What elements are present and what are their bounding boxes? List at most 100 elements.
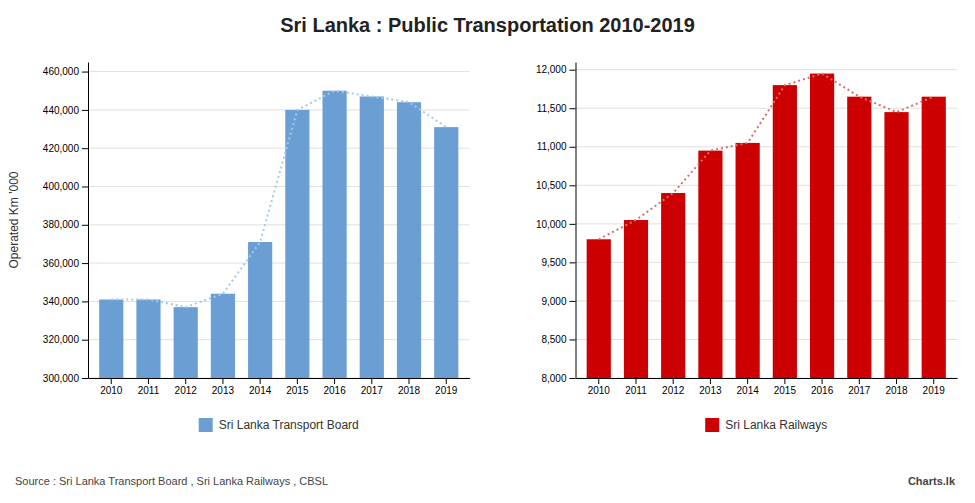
x-axis: 2010201120122013201420152016201720182019 bbox=[89, 378, 471, 396]
y-tick: 380,000 bbox=[43, 219, 88, 230]
tick-label: 11,000 bbox=[537, 141, 567, 152]
tick-mark bbox=[673, 378, 674, 384]
tick-mark bbox=[82, 225, 88, 226]
bar bbox=[624, 220, 648, 378]
legend-item: Sri Lanka Railways bbox=[705, 418, 827, 432]
tick-mark bbox=[570, 378, 576, 379]
tick-mark bbox=[570, 262, 576, 263]
legend-swatch bbox=[199, 418, 213, 432]
y-axis: 8,0008,5009,0009,50010,00010,50011,00011… bbox=[536, 63, 576, 384]
tick-mark bbox=[570, 339, 576, 340]
bar bbox=[736, 143, 760, 378]
legend-label: Sri Lanka Railways bbox=[725, 418, 827, 432]
tick-mark bbox=[297, 378, 298, 384]
tick-mark bbox=[570, 70, 576, 71]
tick-mark bbox=[747, 378, 748, 384]
tick-label: 2015 bbox=[286, 385, 309, 396]
tick-mark bbox=[82, 186, 88, 187]
tick-label: 2016 bbox=[323, 385, 346, 396]
tick-label: 320,000 bbox=[43, 334, 80, 345]
branding: Charts.lk bbox=[908, 475, 956, 487]
bar bbox=[773, 85, 797, 378]
tick-label: 2019 bbox=[435, 385, 458, 396]
x-tick: 2014 bbox=[249, 378, 272, 396]
x-tick: 2014 bbox=[737, 378, 760, 396]
tick-mark bbox=[334, 378, 335, 384]
tick-mark bbox=[710, 378, 711, 384]
tick-label: 2012 bbox=[175, 385, 198, 396]
tick-mark bbox=[446, 378, 447, 384]
line bbox=[111, 91, 446, 307]
title: Sri Lanka : Public Transportation 2010-2… bbox=[280, 14, 695, 36]
tick-label: 2010 bbox=[100, 385, 123, 396]
tick-mark bbox=[82, 340, 88, 341]
tick-mark bbox=[82, 301, 88, 302]
y-tick: 10,500 bbox=[536, 180, 576, 191]
chart-panel: 300,000320,000340,000360,000380,000400,0… bbox=[7, 63, 470, 433]
tick-mark bbox=[896, 378, 897, 384]
bar bbox=[847, 97, 871, 378]
bar bbox=[434, 127, 458, 378]
legend-swatch bbox=[705, 418, 719, 432]
tick-label: 440,000 bbox=[43, 105, 80, 116]
bar bbox=[360, 96, 384, 378]
x-axis: 2010201120122013201420152016201720182019 bbox=[576, 378, 958, 396]
x-tick: 2019 bbox=[923, 378, 946, 396]
tick-label: 8,500 bbox=[541, 334, 566, 345]
tick-mark bbox=[784, 378, 785, 384]
tick-label: 400,000 bbox=[43, 181, 80, 192]
tick-mark bbox=[111, 378, 112, 384]
y-tick: 340,000 bbox=[43, 296, 88, 307]
y-tick: 11,500 bbox=[537, 103, 576, 114]
x-tick: 2019 bbox=[435, 378, 458, 396]
bar bbox=[99, 299, 123, 378]
tick-mark bbox=[185, 378, 186, 384]
y-tick: 11,000 bbox=[537, 141, 576, 152]
y-tick: 460,000 bbox=[43, 66, 88, 77]
legend: Sri Lanka Transport Board bbox=[199, 418, 359, 432]
bar-series bbox=[99, 91, 458, 378]
tick-label: 2011 bbox=[625, 385, 647, 396]
tick-mark bbox=[222, 378, 223, 384]
tick-mark bbox=[371, 378, 372, 384]
plot-marks bbox=[99, 91, 458, 378]
bar bbox=[810, 74, 834, 378]
tick-label: 380,000 bbox=[43, 219, 80, 230]
y-tick: 9,000 bbox=[541, 296, 575, 307]
tick-label: 9,500 bbox=[541, 257, 566, 268]
y-tick: 8,500 bbox=[541, 334, 575, 345]
axis-line bbox=[88, 63, 89, 379]
bar bbox=[587, 239, 611, 378]
y-tick: 12,000 bbox=[536, 64, 576, 75]
x-tick: 2018 bbox=[885, 378, 908, 396]
plot-marks bbox=[587, 74, 946, 378]
tick-label: 9,000 bbox=[541, 296, 566, 307]
tick-label: 12,000 bbox=[536, 64, 567, 75]
tick-mark bbox=[82, 110, 88, 111]
bar bbox=[211, 294, 235, 378]
tick-mark bbox=[822, 378, 823, 384]
tick-mark bbox=[260, 378, 261, 384]
tick-label: 2017 bbox=[361, 385, 384, 396]
bar bbox=[248, 242, 272, 378]
tick-label: 8,000 bbox=[541, 373, 566, 384]
x-tick: 2015 bbox=[774, 378, 797, 396]
y-tick: 440,000 bbox=[43, 105, 88, 116]
tick-label: 10,500 bbox=[536, 180, 567, 191]
tick-label: 2014 bbox=[249, 385, 272, 396]
x-tick: 2010 bbox=[588, 378, 611, 396]
grid-line bbox=[576, 108, 958, 109]
axis-line bbox=[89, 378, 471, 379]
bar bbox=[322, 91, 346, 378]
x-tick: 2013 bbox=[212, 378, 235, 396]
bar bbox=[922, 97, 946, 378]
x-tick: 2017 bbox=[848, 378, 871, 396]
tick-mark bbox=[148, 378, 149, 384]
tick-label: 2012 bbox=[662, 385, 685, 396]
grid bbox=[88, 72, 470, 378]
tick-label: 300,000 bbox=[43, 373, 80, 384]
bar bbox=[698, 151, 722, 378]
tick-mark bbox=[933, 378, 934, 384]
tick-label: 2011 bbox=[138, 385, 160, 396]
tick-mark bbox=[82, 72, 88, 73]
